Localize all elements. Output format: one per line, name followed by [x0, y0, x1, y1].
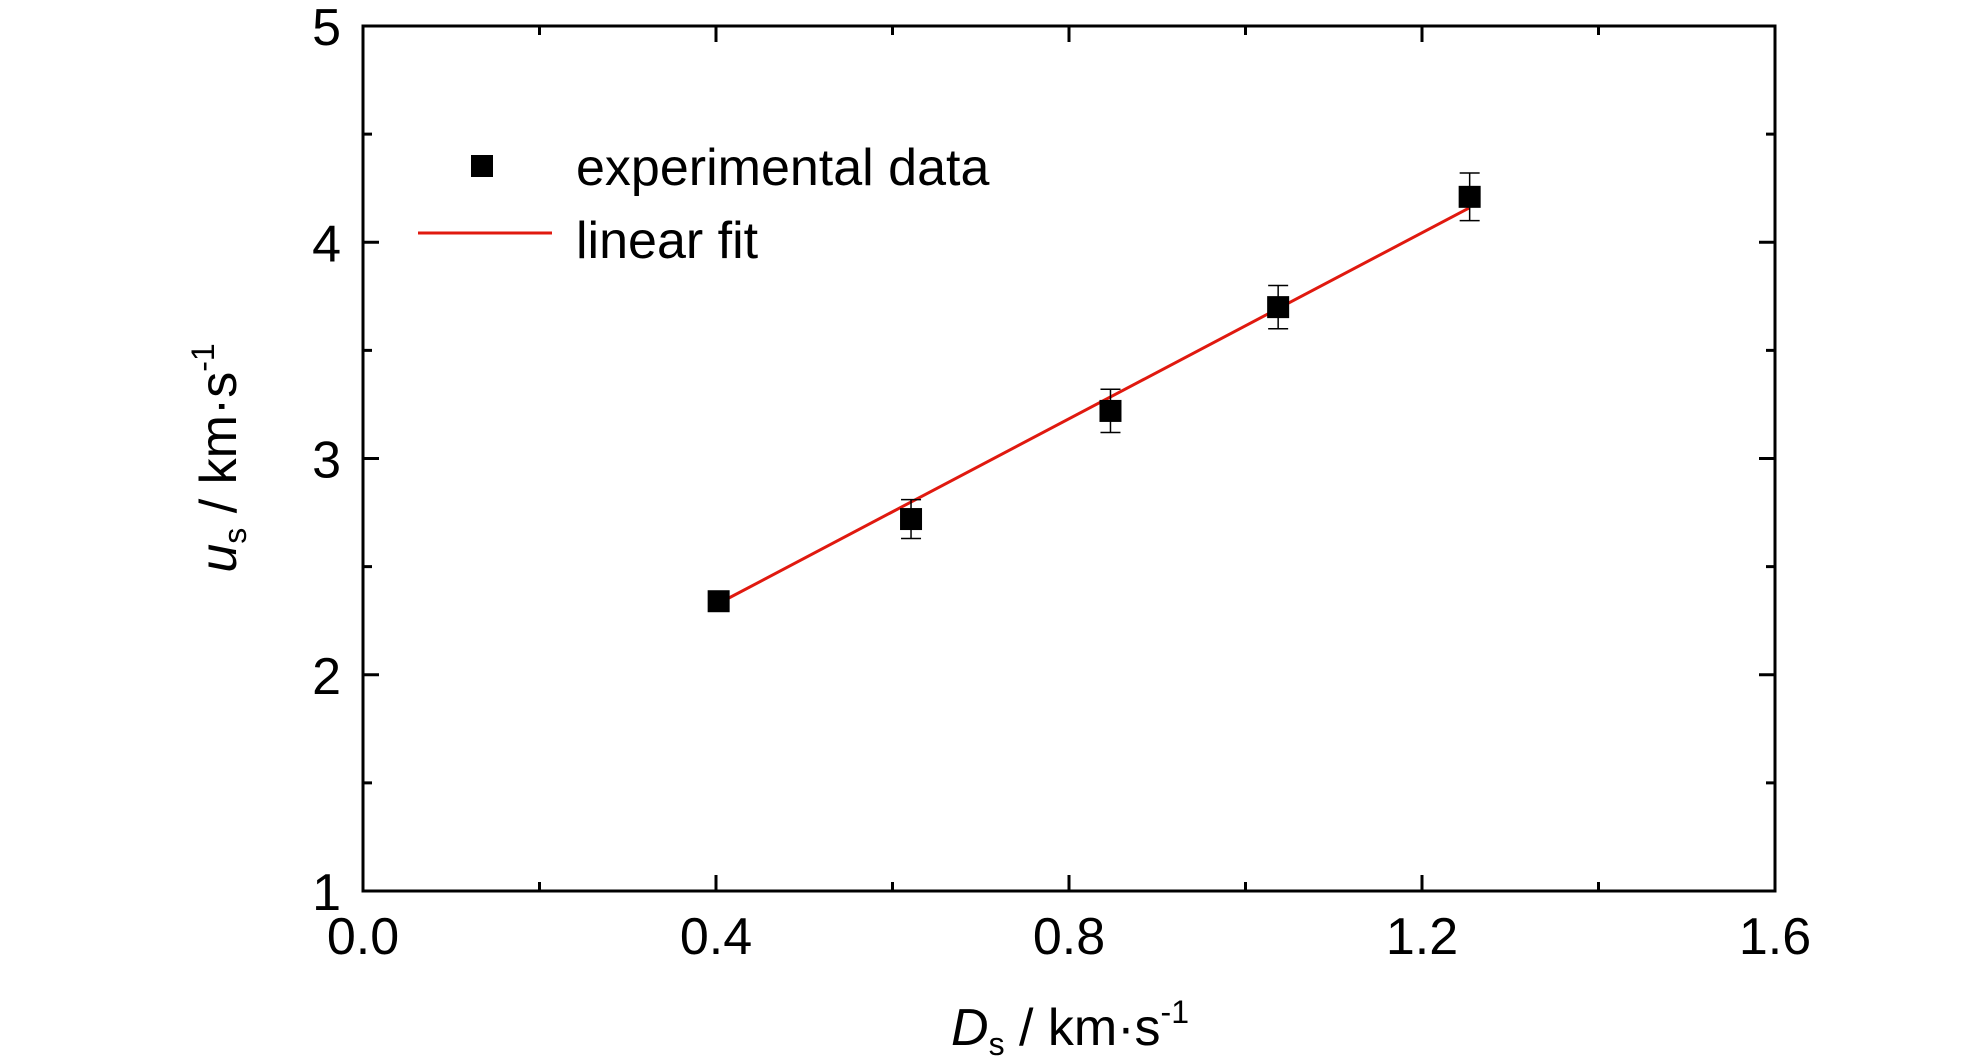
- y-tick-label: 5: [312, 0, 341, 57]
- data-point: [1099, 399, 1122, 422]
- plot-area: 0.0 0.4 0.8 1.2 1.6 1 2 3 4 5: [312, 0, 1811, 966]
- x-axis-title: Ds / km·s-1: [951, 994, 1189, 1062]
- y-tick-label: 4: [312, 215, 341, 273]
- y-axis-title: us / km·s-1: [185, 343, 253, 572]
- plot-frame: [361, 24, 1777, 893]
- y-axis-unit: / km·s: [190, 372, 248, 528]
- axis-ticks: [361, 24, 1777, 893]
- series-layer: [707, 172, 1481, 613]
- y-tick-label: 1: [312, 864, 341, 922]
- x-tick-label: 1.2: [1386, 908, 1458, 966]
- y-axis-sup: -1: [185, 343, 221, 371]
- y-tick-label: 3: [312, 432, 341, 490]
- x-axis-sup: -1: [1161, 994, 1189, 1030]
- legend-label-linear-fit: linear fit: [576, 212, 759, 270]
- legend-label-experimental: experimental data: [576, 139, 989, 197]
- x-axis-sub: s: [989, 1026, 1005, 1062]
- svg-text:Ds / km·s-1: Ds / km·s-1: [951, 994, 1189, 1062]
- x-axis-unit: / km·s: [1005, 999, 1161, 1057]
- data-point: [1267, 296, 1290, 319]
- y-axis-sub: s: [217, 528, 253, 544]
- y-axis-var: u: [190, 544, 248, 573]
- svg-text:us / km·s-1: us / km·s-1: [185, 343, 253, 572]
- legend-marker-square: [471, 155, 493, 177]
- x-tick-label: 0.4: [680, 908, 752, 966]
- x-tick-label: 1.6: [1739, 908, 1811, 966]
- fit-line: [717, 206, 1471, 605]
- data-point: [1458, 185, 1481, 208]
- data-point: [707, 590, 730, 613]
- data-point: [900, 508, 923, 531]
- legend: experimental data linear fit: [418, 139, 989, 270]
- y-tick-label: 2: [312, 648, 341, 706]
- x-axis-var: D: [951, 999, 989, 1057]
- x-tick-label: 0.8: [1033, 908, 1105, 966]
- x-tick-label: 0.0: [327, 908, 399, 966]
- tick-labels: 0.0 0.4 0.8 1.2 1.6 1 2 3 4 5: [312, 0, 1811, 966]
